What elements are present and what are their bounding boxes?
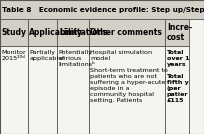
- Text: Total
over 1
years

Total
fifth y
(per
patier
£115: Total over 1 years Total fifth y (per pa…: [167, 50, 189, 103]
- Bar: [89, 19, 165, 46]
- Bar: [89, 46, 165, 134]
- Text: Monitor
2015²⁰ᵈ: Monitor 2015²⁰ᵈ: [2, 50, 26, 61]
- Text: Study: Study: [2, 28, 27, 37]
- Text: Table 8   Economic evidence profile: Step up/Step-down car: Table 8 Economic evidence profile: Step …: [2, 7, 204, 13]
- Text: Potentially
serious
limitationsᵇ: Potentially serious limitationsᵇ: [59, 50, 96, 67]
- Text: Hospital simulation
model

Short-term treatment to
patients who are not
sufferin: Hospital simulation model Short-term tre…: [90, 50, 168, 103]
- Bar: [165, 19, 189, 46]
- Bar: [28, 46, 57, 134]
- Bar: [28, 19, 57, 46]
- Text: Partially
applicableᵃ: Partially applicableᵃ: [29, 50, 65, 61]
- Text: Limitations: Limitations: [59, 28, 107, 37]
- Bar: [165, 46, 189, 134]
- Text: Other comments: Other comments: [90, 28, 162, 37]
- Text: Incre-
cost: Incre- cost: [167, 23, 192, 42]
- Bar: [0, 46, 28, 134]
- Bar: [0, 19, 28, 46]
- Bar: [0, 0, 204, 19]
- Bar: [57, 46, 89, 134]
- Text: Applicability: Applicability: [29, 28, 83, 37]
- Bar: [57, 19, 89, 46]
